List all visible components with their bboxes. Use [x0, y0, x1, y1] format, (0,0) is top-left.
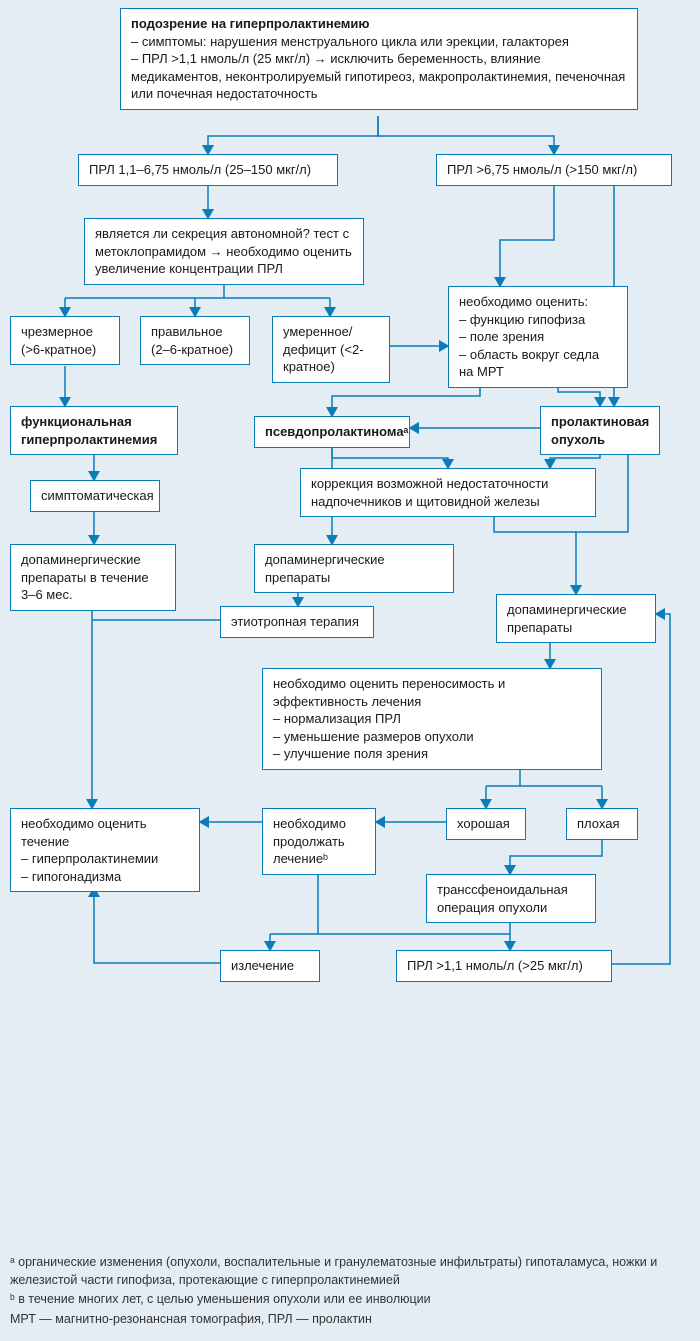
footnote-abbr: МРТ — магнитно-резонансная томография, П… — [10, 1311, 690, 1329]
node-n18: необходимо оценить переносимость и эффек… — [262, 668, 602, 770]
node-n21: хорошая — [446, 808, 526, 840]
edge — [510, 838, 602, 874]
node-n24: излечение — [220, 950, 320, 982]
node-n25: ПРЛ >1,1 нмоль/л (>25 мкг/л) — [396, 950, 612, 982]
node-n4: является ли секреция автономной? тест с … — [84, 218, 364, 285]
edge — [378, 116, 554, 154]
footnote-a: ᵃ органические изменения (опухоли, воспа… — [10, 1254, 690, 1289]
edge — [332, 446, 448, 468]
footnote-b: ᵇ в течение многих лет, с целью уменьшен… — [10, 1291, 690, 1309]
edge — [94, 888, 220, 963]
node-n13: коррекция возможной недостаточности надп… — [300, 468, 596, 517]
edge — [612, 614, 670, 964]
node-n11: пролактиновая опухоль — [540, 406, 660, 455]
node-n12: симптоматическая — [30, 480, 160, 512]
node-n2: ПРЛ 1,1–6,75 нмоль/л (25–150 мкг/л) — [78, 154, 338, 186]
footnotes: ᵃ органические изменения (опухоли, воспа… — [10, 1254, 690, 1328]
node-n5: чрезмерное (>6-кратное) — [10, 316, 120, 365]
node-n3: ПРЛ >6,75 нмоль/л (>150 мкг/л) — [436, 154, 672, 186]
flowchart-canvas: подозрение на гиперпролактинемию– симпто… — [10, 8, 690, 1248]
node-n10: псевдопролактиномаᵃ — [254, 416, 410, 448]
node-n15: допаминергические препараты — [254, 544, 454, 593]
node-n14: допаминергические препараты в течение 3–… — [10, 544, 176, 611]
edge — [500, 186, 554, 286]
node-n22: плохая — [566, 808, 638, 840]
node-n16: этиотропная терапия — [220, 606, 374, 638]
node-n9: функциональная гиперпролактинемия — [10, 406, 178, 455]
node-title: подозрение на гиперпролактинемию — [131, 15, 627, 33]
node-n20: необходимо продолжать лечениеᵇ — [262, 808, 376, 875]
node-n17: допаминергические препараты — [496, 594, 656, 643]
node-body: – симптомы: нарушения менструального цик… — [131, 33, 627, 103]
node-n1: подозрение на гиперпролактинемию– симпто… — [120, 8, 638, 110]
edge — [208, 116, 378, 154]
node-n8: необходимо оценить: – функцию гипофиза –… — [448, 286, 628, 388]
node-n23: транссфеноидальная операция опухоли — [426, 874, 596, 923]
node-n19: необходимо оценить течение – гиперпролак… — [10, 808, 200, 892]
node-n7: умеренное/ дефицит (<2-кратное) — [272, 316, 390, 383]
node-n6: правильное (2–6-кратное) — [140, 316, 250, 365]
